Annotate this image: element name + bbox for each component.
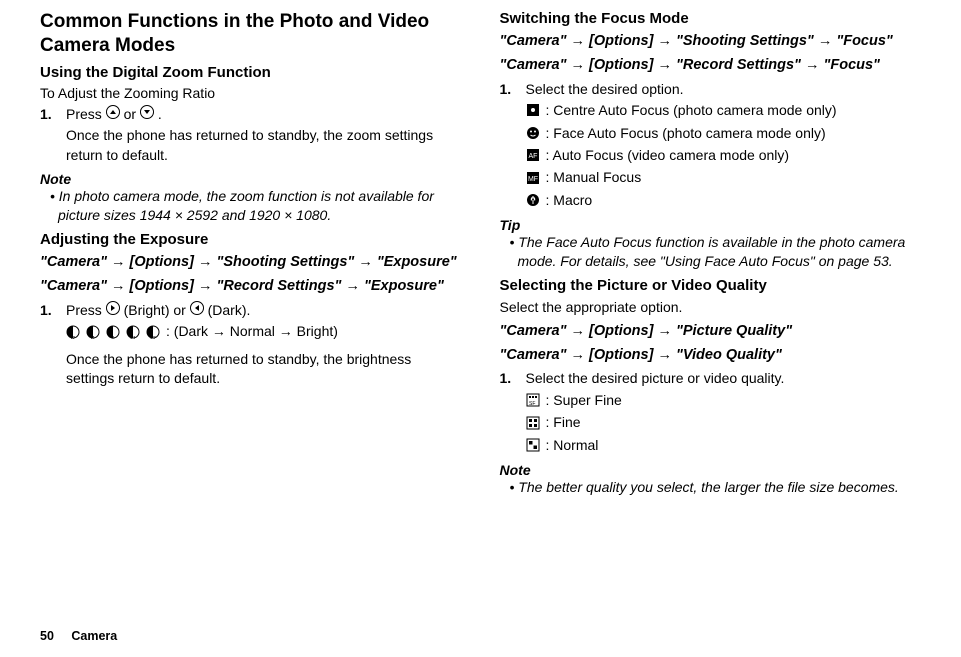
focus-heading: Switching the Focus Mode — [500, 10, 922, 27]
focus-option: : Macro — [526, 189, 922, 211]
exposure-plus2-icon: +2 — [146, 325, 160, 339]
normal-icon — [526, 438, 540, 452]
page-number: 50 — [40, 629, 54, 643]
exposure-scale-text: : (Dark → Normal → Bright) — [166, 322, 338, 342]
svg-text:SF: SF — [529, 401, 535, 407]
step-number: 1. — [40, 301, 66, 389]
quality-path-video: "Camera" → [Options] → "Video Quality" — [500, 345, 922, 365]
exposure-path-record: "Camera" → [Options] → "Record Settings"… — [40, 276, 462, 296]
manual-focus-icon: MF — [526, 171, 540, 185]
exposure-minus2-icon: -2 — [66, 325, 80, 339]
svg-text:-2: -2 — [71, 336, 76, 339]
step-body: Select the desired picture or video qual… — [526, 369, 922, 456]
option-text: : Macro — [546, 189, 593, 211]
focus-option: AF : Auto Focus (video camera mode only) — [526, 144, 922, 166]
option-text: : Normal — [546, 434, 599, 456]
focus-step: 1. Select the desired option. : Centre A… — [500, 80, 922, 212]
page-columns: Common Functions in the Photo and Video … — [40, 10, 921, 497]
exposure-detail: Once the phone has returned to standby, … — [66, 350, 462, 389]
super-fine-icon: SF — [526, 393, 540, 407]
svg-text:0: 0 — [112, 336, 115, 339]
exposure-plus1-icon: +1 — [126, 325, 140, 339]
option-text: : Centre Auto Focus (photo camera mode o… — [546, 99, 837, 121]
svg-text:+2: +2 — [150, 336, 156, 339]
step-text: Select the desired option. — [526, 80, 922, 100]
quality-sub: Select the appropriate option. — [500, 298, 922, 317]
exposure-scale: -2 -1 0 +1 +2 : (Dark → Normal → Bright) — [66, 322, 462, 342]
exposure-heading: Adjusting the Exposure — [40, 231, 462, 248]
note-label: Note — [40, 171, 462, 187]
down-key-icon — [140, 105, 154, 119]
text: (Bright) or — [124, 302, 190, 318]
text: Press — [66, 302, 106, 318]
exposure-minus1-icon: -1 — [86, 325, 100, 339]
option-text: : Fine — [546, 411, 581, 433]
svg-text:+1: +1 — [130, 336, 136, 339]
face-af-icon — [526, 126, 540, 140]
step-body: Press or . Once the phone has returned t… — [66, 105, 462, 166]
svg-text:AF: AF — [528, 153, 537, 160]
note-label: Note — [500, 462, 922, 478]
left-key-icon — [190, 301, 204, 315]
quality-heading: Selecting the Picture or Video Quality — [500, 277, 922, 294]
left-column: Common Functions in the Photo and Video … — [40, 10, 462, 497]
note-text: • In photo camera mode, the zoom functio… — [40, 187, 462, 225]
macro-icon — [526, 193, 540, 207]
quality-option: SF : Super Fine — [526, 389, 922, 411]
text: or — [124, 106, 140, 122]
text: . — [158, 106, 162, 122]
step-text: Select the desired picture or video qual… — [526, 369, 922, 389]
page-footer: 50 Camera — [40, 629, 117, 643]
text: (Dark). — [208, 302, 251, 318]
section-name: Camera — [71, 629, 117, 643]
quality-option: : Normal — [526, 434, 922, 456]
note-text: • The better quality you select, the lar… — [500, 478, 922, 497]
step-number: 1. — [500, 80, 526, 212]
focus-option: MF : Manual Focus — [526, 166, 922, 188]
step-body: Press (Bright) or (Dark). -2 -1 0 +1 +2 … — [66, 301, 462, 389]
zoom-subheading: To Adjust the Zooming Ratio — [40, 85, 462, 101]
exposure-step: 1. Press (Bright) or (Dark). -2 -1 0 +1 … — [40, 301, 462, 389]
step-number: 1. — [40, 105, 66, 166]
tip-text: • The Face Auto Focus function is availa… — [500, 233, 922, 271]
exposure-path-shooting: "Camera" → [Options] → "Shooting Setting… — [40, 252, 462, 272]
auto-focus-icon: AF — [526, 148, 540, 162]
focus-path-record: "Camera" → [Options] → "Record Settings"… — [500, 55, 922, 75]
focus-option: : Centre Auto Focus (photo camera mode o… — [526, 99, 922, 121]
text: Press — [66, 106, 106, 122]
fine-icon — [526, 416, 540, 430]
option-text: : Auto Focus (video camera mode only) — [546, 144, 790, 166]
right-key-icon — [106, 301, 120, 315]
zoom-detail: Once the phone has returned to standby, … — [66, 126, 462, 165]
svg-text:MF: MF — [527, 176, 537, 183]
quality-path-picture: "Camera" → [Options] → "Picture Quality" — [500, 321, 922, 341]
main-heading: Common Functions in the Photo and Video … — [40, 10, 462, 58]
right-column: Switching the Focus Mode "Camera" → [Opt… — [500, 10, 922, 497]
centre-af-icon — [526, 103, 540, 117]
tip-label: Tip — [500, 217, 922, 233]
zoom-step: 1. Press or . Once the phone has returne… — [40, 105, 462, 166]
svg-text:-1: -1 — [91, 336, 96, 339]
step-number: 1. — [500, 369, 526, 456]
step-body: Select the desired option. : Centre Auto… — [526, 80, 922, 212]
quality-option: : Fine — [526, 411, 922, 433]
focus-option: : Face Auto Focus (photo camera mode onl… — [526, 122, 922, 144]
focus-path-shooting: "Camera" → [Options] → "Shooting Setting… — [500, 31, 922, 51]
option-text: : Manual Focus — [546, 166, 642, 188]
up-key-icon — [106, 105, 120, 119]
exposure-zero-icon: 0 — [106, 325, 120, 339]
option-text: : Face Auto Focus (photo camera mode onl… — [546, 122, 826, 144]
zoom-heading: Using the Digital Zoom Function — [40, 64, 462, 81]
option-text: : Super Fine — [546, 389, 622, 411]
quality-step: 1. Select the desired picture or video q… — [500, 369, 922, 456]
